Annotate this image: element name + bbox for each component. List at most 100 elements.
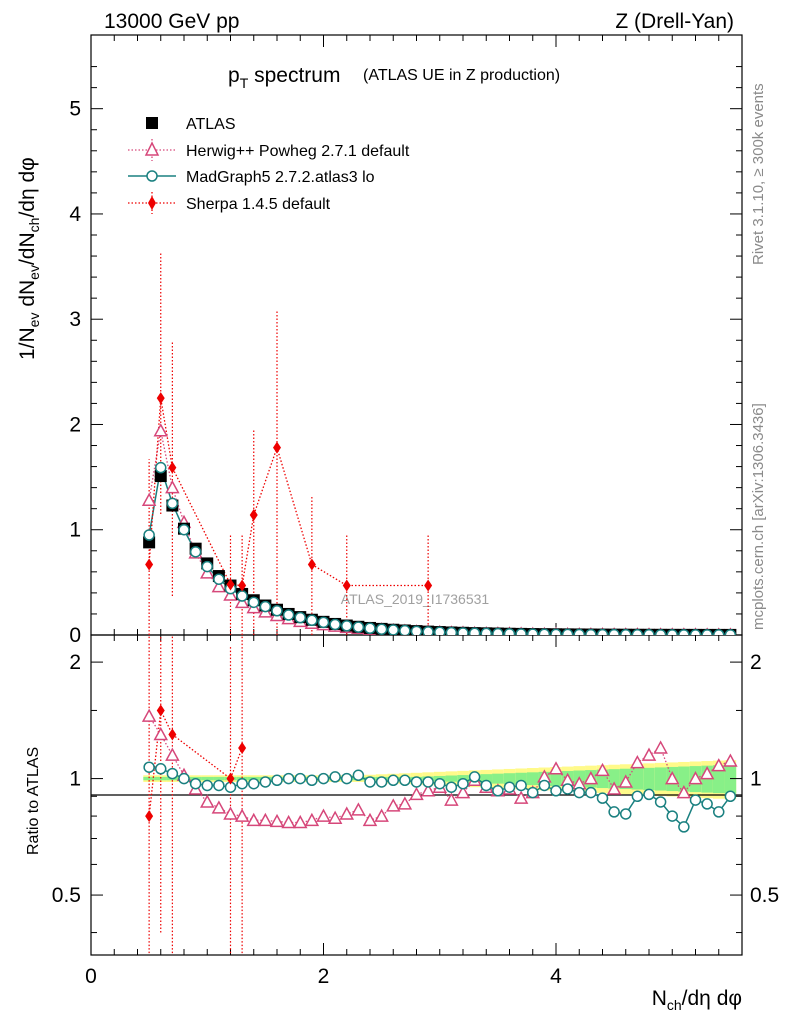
main-madgraph-point bbox=[538, 628, 551, 635]
main-sherpa-point bbox=[226, 578, 235, 591]
ratio-madgraph-point bbox=[387, 774, 399, 787]
main-madgraph-point bbox=[422, 626, 434, 635]
main-madgraph-point bbox=[701, 629, 713, 635]
main-sherpa-point bbox=[168, 461, 177, 474]
ratio-sherpa-point bbox=[168, 728, 177, 741]
ratio-herwig-point bbox=[327, 810, 343, 824]
ratio-madgraph-point bbox=[306, 774, 318, 787]
ratio-madgraph-point bbox=[271, 774, 283, 787]
main-madgraph-point bbox=[189, 546, 202, 558]
ratio-madgraph-point bbox=[689, 794, 702, 806]
main-madgraph-point bbox=[259, 600, 272, 613]
ratio-herwig-point bbox=[595, 762, 610, 777]
ratio-madgraph-point bbox=[155, 763, 167, 775]
ratio-herwig-point bbox=[234, 808, 250, 822]
ratio-herwig-point bbox=[316, 808, 331, 822]
ratio-xtick-label: 0 bbox=[85, 965, 97, 988]
ratio-madgraph-point bbox=[585, 786, 597, 799]
ratio-band-stat bbox=[608, 769, 620, 789]
main-madgraph-point bbox=[515, 628, 527, 635]
ratio-madgraph-point bbox=[713, 806, 725, 818]
ratio-herwig-point bbox=[723, 753, 738, 767]
ratio-herwig-point bbox=[711, 758, 727, 772]
ratio-herwig-point bbox=[246, 812, 262, 827]
main-madgraph-point bbox=[654, 629, 667, 635]
main-madgraph-point bbox=[329, 618, 341, 631]
main-madgraph-point bbox=[643, 629, 655, 635]
chart-title: pT spectrum bbox=[228, 64, 340, 91]
legend-atlas-label: ATLAS bbox=[186, 116, 236, 133]
legend-sherpa-label: Sherpa 1.4.5 default bbox=[186, 196, 331, 213]
ratio-madgraph-point bbox=[178, 772, 190, 785]
ratio-madgraph-point bbox=[596, 792, 609, 804]
ratio-herwig-point bbox=[281, 814, 296, 829]
main-herwig-point bbox=[141, 492, 157, 507]
main-madgraph-point bbox=[434, 626, 446, 635]
ratio-sherpa-point bbox=[156, 704, 165, 717]
ratio-herwig-point bbox=[583, 771, 599, 785]
main-madgraph-point bbox=[375, 623, 388, 635]
main-ylabel: 1/Nev dNev/dNch/dη dφ bbox=[16, 157, 42, 360]
main-sherpa-point bbox=[249, 509, 258, 521]
ratio-herwig-point bbox=[153, 726, 169, 741]
ratio-madgraph-point bbox=[550, 785, 562, 797]
main-madgraph-point bbox=[364, 622, 376, 635]
ratio-madgraph-point bbox=[515, 779, 527, 792]
ratio-madgraph-point bbox=[480, 779, 492, 792]
main-series bbox=[141, 252, 737, 635]
ratio-band-stat bbox=[654, 767, 667, 791]
main-madgraph-point bbox=[527, 628, 539, 635]
chart-subtitle: (ATLAS UE in Z production) bbox=[363, 67, 560, 84]
ratio-band-stat bbox=[154, 776, 167, 781]
ratio-madgraph-point bbox=[492, 785, 504, 797]
legend-sherpa-marker bbox=[148, 196, 156, 210]
ratio-herwig-point bbox=[688, 771, 703, 785]
side-label-rivet: Rivet 3.1.10, ≥ 300k events bbox=[750, 83, 767, 265]
main-madgraph-point bbox=[155, 461, 167, 474]
main-ytick-label: 4 bbox=[69, 203, 81, 226]
main-madgraph-point bbox=[480, 627, 492, 635]
ratio-xtick-label: 4 bbox=[550, 965, 562, 988]
ratio-sherpa-point bbox=[226, 772, 235, 785]
ratio-herwig-point bbox=[258, 812, 273, 827]
main-ytick-label: 0 bbox=[69, 624, 81, 647]
ratio-band-stat bbox=[143, 776, 155, 781]
main-madgraph-point bbox=[503, 628, 516, 635]
ratio-sherpa-point bbox=[238, 741, 247, 754]
ratio-madgraph-point bbox=[248, 777, 260, 790]
ratio-madgraph-point bbox=[724, 790, 737, 803]
legend-herwig: Herwig++ Powheg 2.7.1 default bbox=[128, 139, 410, 161]
main-sherpa-point bbox=[273, 441, 281, 454]
ratio-band-stat bbox=[550, 771, 562, 787]
ratio-madgraph-point bbox=[434, 777, 446, 790]
ratio-herwig-point bbox=[141, 708, 157, 722]
main-madgraph-point bbox=[166, 497, 179, 510]
ratio-madgraph-point bbox=[329, 771, 341, 783]
main-sherpa-point bbox=[342, 579, 351, 592]
ratio-ylabel: Ratio to ATLAS bbox=[25, 747, 42, 855]
ratio-herwig-point bbox=[165, 747, 180, 761]
main-herwig-point bbox=[153, 423, 169, 437]
main-madgraph-point bbox=[317, 616, 330, 629]
ratio-madgraph-point bbox=[201, 779, 213, 792]
main-madgraph-point bbox=[561, 628, 574, 635]
main-sherpa-point bbox=[307, 558, 316, 571]
main-madgraph-point bbox=[573, 628, 585, 635]
main-madgraph-point bbox=[282, 609, 295, 621]
ratio-xtick-label: 2 bbox=[318, 965, 330, 988]
legend-herwig-marker bbox=[144, 141, 160, 156]
ratio-madgraph-point bbox=[445, 781, 458, 793]
main-herwig-point bbox=[165, 480, 180, 494]
main-sherpa-point bbox=[145, 558, 154, 571]
ratio-herwig-point bbox=[292, 814, 308, 829]
ratio-madgraph-point bbox=[143, 761, 155, 773]
ratio-herwig-point bbox=[339, 806, 355, 820]
ratio-madgraph-point bbox=[561, 783, 574, 795]
main-madgraph-point bbox=[620, 628, 632, 635]
main-madgraph-point bbox=[596, 628, 609, 635]
ratio-madgraph-point bbox=[631, 790, 644, 803]
ratio-band-stat bbox=[712, 765, 725, 794]
main-madgraph-line bbox=[148, 467, 731, 635]
ratio-madgraph-point bbox=[352, 769, 365, 782]
